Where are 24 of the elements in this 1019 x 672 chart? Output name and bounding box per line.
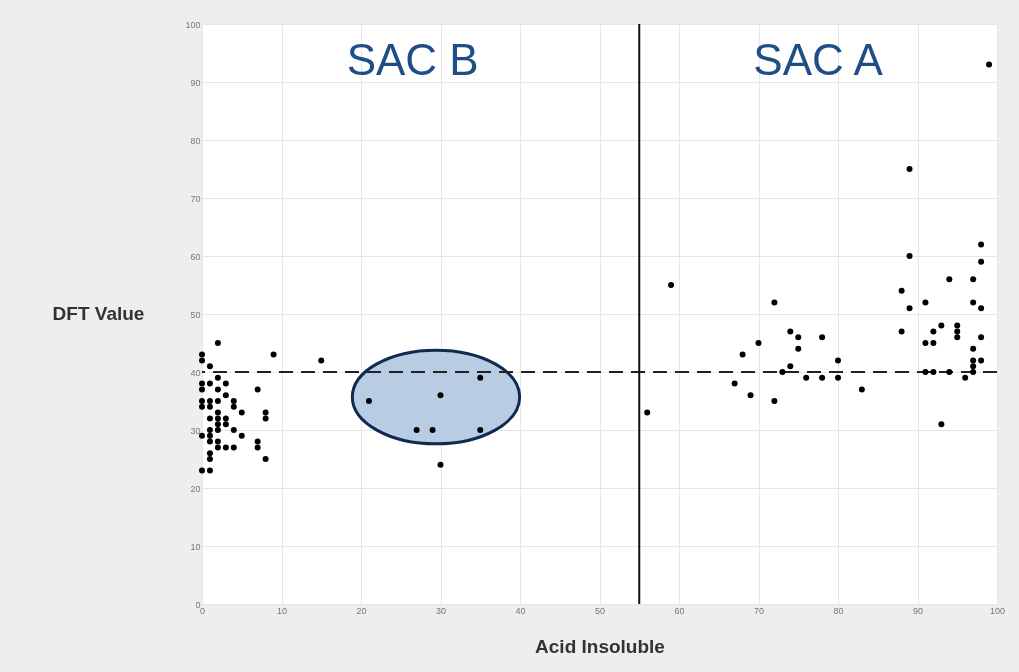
y-tick-label: 20 [190, 483, 201, 494]
x-axis-title: Acid Insoluble [535, 635, 665, 657]
y-tick-label: 40 [190, 367, 201, 378]
x-tick-label: 10 [276, 605, 288, 616]
x-tick-label: 80 [833, 605, 844, 616]
x-tick-label: 20 [356, 605, 367, 616]
y-tick-label: 90 [190, 77, 201, 88]
y-tick-label: 50 [190, 309, 201, 320]
x-tick-label: 50 [594, 605, 606, 616]
x-tick-label: 100 [989, 605, 1006, 616]
annotation: SAC A [753, 35, 884, 84]
x-tick-label: 70 [753, 605, 765, 616]
y-tick-label: 100 [185, 19, 201, 30]
x-tick-label: 30 [435, 605, 447, 616]
x-tick-label: 90 [912, 605, 924, 616]
y-tick-label: 70 [190, 193, 201, 204]
y-tick-label: 80 [190, 135, 201, 146]
y-axis-title: DFT Value [52, 302, 145, 324]
y-tick-label: 10 [190, 541, 201, 552]
x-tick-label: 40 [515, 605, 526, 616]
y-tick-label: 30 [190, 425, 201, 436]
x-tick-label: 60 [674, 605, 685, 616]
annotation: SAC B [346, 35, 479, 84]
y-tick-label: 60 [190, 251, 201, 262]
